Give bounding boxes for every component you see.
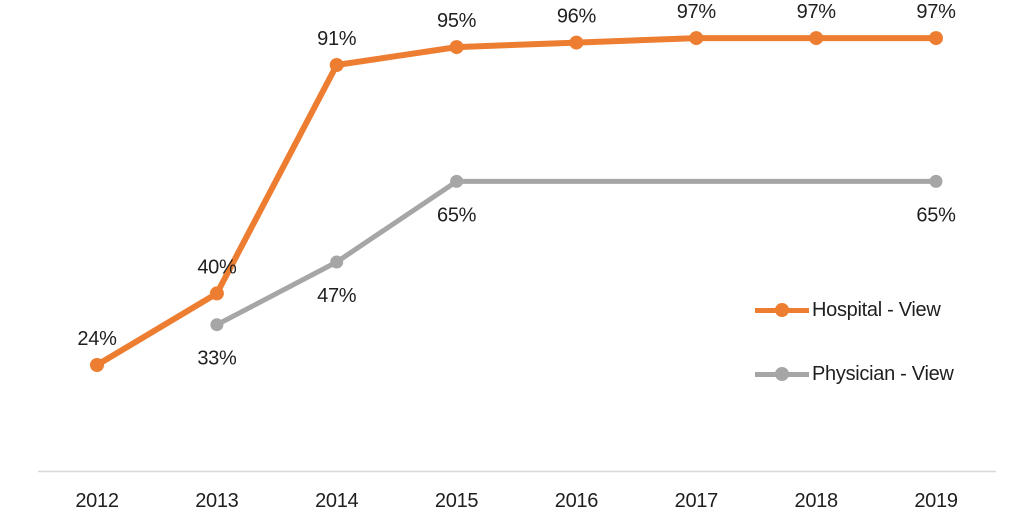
physician-view-data-point <box>210 318 224 332</box>
hospital-view-data-point <box>209 286 224 301</box>
physician-series-marker-icon <box>775 367 789 381</box>
x-axis-label: 2019 <box>914 490 957 512</box>
legend: Hospital - View Physician - View <box>755 296 954 388</box>
x-axis-label: 2016 <box>555 490 598 512</box>
hospital-view-data-label: 97% <box>797 1 837 23</box>
hospital-series-marker-icon <box>775 303 789 317</box>
physician-view-data-point <box>929 174 943 188</box>
x-axis-label: 2012 <box>75 490 118 512</box>
physician-view-data-point <box>450 174 464 188</box>
hospital-view-data-point <box>809 31 824 46</box>
physician-view-data-label: 65% <box>916 204 956 226</box>
hospital-view-data-label: 91% <box>317 28 357 50</box>
hospital-view-data-point <box>90 358 104 372</box>
hospital-view-data-label: 40% <box>197 256 237 278</box>
x-axis-label: 2015 <box>435 490 478 512</box>
hospital-view-data-label: 97% <box>916 1 956 23</box>
hospital-view-data-point <box>569 35 584 50</box>
physician-view-data-point <box>330 255 344 269</box>
physician-view-data-label: 33% <box>197 348 237 370</box>
physician-view-data-label: 65% <box>437 204 477 226</box>
x-axis-label: 2018 <box>795 490 838 512</box>
legend-label-hospital-view: Hospital - View <box>812 298 941 321</box>
legend-item-physician-view: Physician - View <box>755 360 954 388</box>
hospital-view-data-point <box>329 58 344 72</box>
hospital-view-data-label: 96% <box>557 6 597 28</box>
x-axis-label: 2017 <box>675 490 718 512</box>
hospital-view-data-label: 24% <box>77 328 117 350</box>
hospital-view-data-label: 95% <box>437 10 477 32</box>
hospital-view-line <box>94 35 939 368</box>
legend-label-physician-view: Physician - View <box>812 362 954 385</box>
physician-series-swatch <box>755 367 809 381</box>
hospital-series-swatch <box>755 303 809 317</box>
physician-view-data-label: 47% <box>317 285 357 307</box>
legend-item-hospital-view: Hospital - View <box>755 296 954 324</box>
hospital-view-data-point <box>449 40 464 55</box>
x-axis-label: 2014 <box>315 490 358 512</box>
hospital-view-data-point <box>929 31 943 46</box>
x-axis-label: 2013 <box>195 490 238 512</box>
hospital-view-data-label: 97% <box>677 1 717 23</box>
hospital-view-data-point <box>689 31 704 46</box>
